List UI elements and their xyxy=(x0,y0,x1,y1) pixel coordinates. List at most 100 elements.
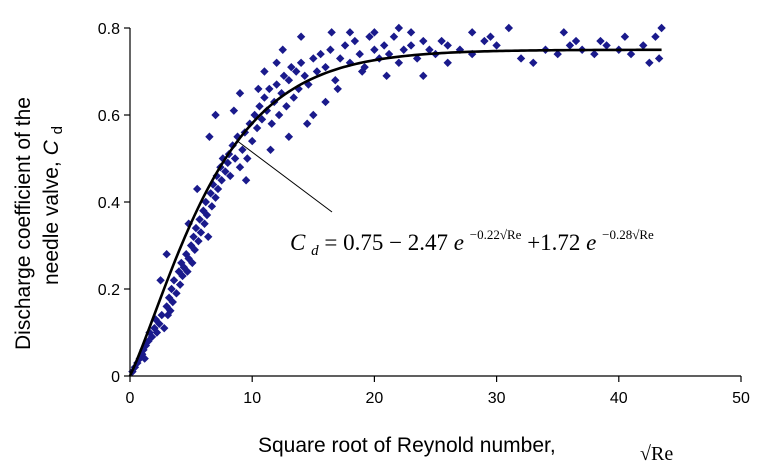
data-point xyxy=(565,41,575,50)
data-point xyxy=(189,232,198,241)
x-tick-label: 40 xyxy=(610,390,628,407)
x-tick-label: 0 xyxy=(126,390,135,407)
data-point xyxy=(345,28,355,37)
data-point xyxy=(230,154,240,163)
data-point xyxy=(394,58,404,67)
data-point xyxy=(157,310,166,320)
data-point xyxy=(645,58,654,67)
x-ticks: 0 10 20 30 40 50 xyxy=(126,376,750,407)
data-point xyxy=(266,145,275,154)
data-point xyxy=(183,267,192,276)
data-point xyxy=(350,36,360,46)
data-point xyxy=(188,258,197,268)
data-point xyxy=(602,41,611,50)
x-tick-label: 30 xyxy=(488,390,506,407)
data-point xyxy=(235,163,245,172)
data-point xyxy=(211,110,220,120)
data-point xyxy=(201,197,210,207)
data-point xyxy=(302,119,312,128)
data-point xyxy=(406,28,416,37)
data-point xyxy=(221,167,230,176)
data-point xyxy=(326,45,335,54)
data-point xyxy=(394,23,404,33)
data-point xyxy=(211,193,220,202)
data-point xyxy=(370,45,379,54)
data-point xyxy=(145,328,154,337)
data-point xyxy=(492,41,501,50)
data-point xyxy=(206,189,215,198)
data-point xyxy=(321,97,330,107)
data-point xyxy=(196,228,206,237)
data-point xyxy=(379,41,389,50)
data-point xyxy=(355,49,364,59)
data-point xyxy=(443,41,452,50)
data-point xyxy=(241,176,251,185)
data-point xyxy=(168,297,177,307)
data-point xyxy=(639,41,648,50)
data-point xyxy=(419,36,428,46)
y-axis-title-symbol-sub: d xyxy=(49,126,66,134)
data-point xyxy=(553,49,562,59)
y-axis-title-symbol: C xyxy=(40,139,63,155)
eq-main: = 0.75 − 2.47 xyxy=(324,230,448,255)
data-point xyxy=(480,36,489,46)
data-point xyxy=(278,45,287,54)
data-point xyxy=(178,271,187,281)
data-point xyxy=(571,36,581,46)
data-point xyxy=(202,210,212,220)
eq-e1: e xyxy=(454,230,464,255)
data-point xyxy=(152,328,162,337)
data-point xyxy=(193,184,202,194)
data-point xyxy=(657,23,666,33)
data-point xyxy=(300,71,309,81)
data-point xyxy=(147,332,157,342)
data-point xyxy=(486,32,495,41)
y-axis-title-line1: Discharge coefficient of the xyxy=(12,97,35,350)
data-point xyxy=(596,36,605,46)
data-point xyxy=(419,71,428,81)
data-point xyxy=(559,28,569,37)
data-point xyxy=(195,215,204,224)
data-point xyxy=(156,276,165,285)
data-point xyxy=(243,154,252,163)
data-point xyxy=(175,280,185,289)
data-point xyxy=(321,62,330,72)
data-point xyxy=(316,49,325,59)
data-point xyxy=(223,158,232,168)
data-point xyxy=(229,106,239,115)
annotation-leader-line xyxy=(237,140,333,213)
y-axis-title-line2: needle valve, C d xyxy=(40,126,66,285)
data-point xyxy=(162,302,171,311)
data-point xyxy=(190,245,199,255)
data-point xyxy=(504,23,514,33)
data-point xyxy=(425,45,434,54)
data-point xyxy=(205,132,214,141)
y-tick-label: 0.8 xyxy=(98,21,120,38)
data-point xyxy=(443,58,452,67)
eq-e2: e xyxy=(586,230,596,255)
data-point xyxy=(140,354,149,363)
data-point xyxy=(194,236,203,246)
data-point xyxy=(399,45,408,54)
data-point xyxy=(265,84,274,94)
axes xyxy=(129,28,741,377)
data-point xyxy=(218,154,228,163)
data-point xyxy=(248,136,257,146)
data-point xyxy=(260,67,269,76)
data-point xyxy=(291,67,301,76)
data-point xyxy=(620,32,630,41)
data-point xyxy=(162,250,171,259)
data-point xyxy=(235,89,245,98)
data-point xyxy=(590,49,599,59)
data-point xyxy=(166,306,175,315)
plot-area xyxy=(128,23,666,377)
data-point xyxy=(406,41,416,50)
x-axis-title-symbol: √Re xyxy=(640,443,673,465)
data-point xyxy=(289,93,298,102)
data-point xyxy=(200,219,209,228)
eq-plus: +1.72 xyxy=(527,230,580,255)
data-point xyxy=(155,319,164,328)
data-point xyxy=(204,232,213,241)
y-tick-label: 0 xyxy=(111,369,120,386)
